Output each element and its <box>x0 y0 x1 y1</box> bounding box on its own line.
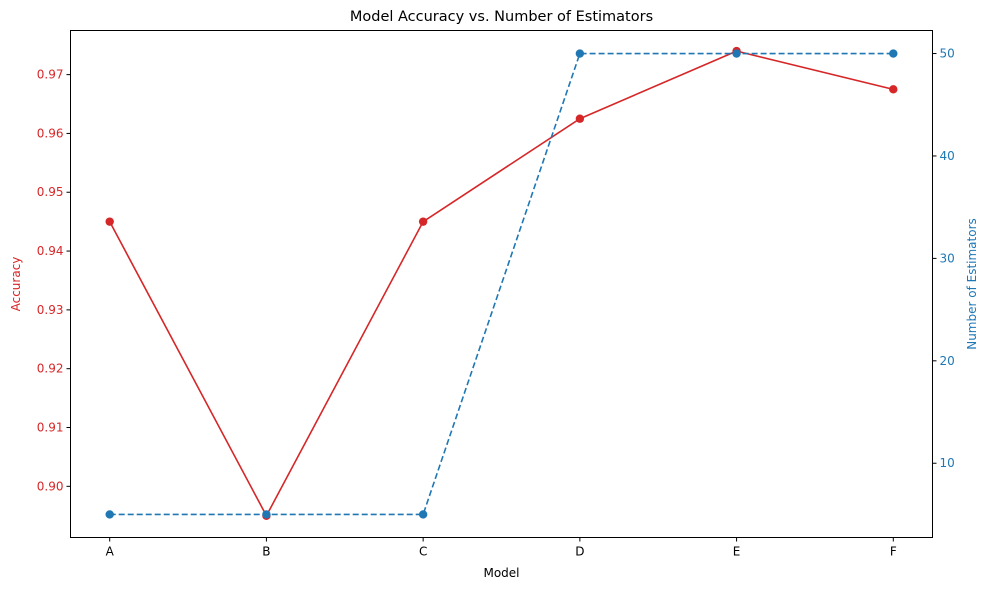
series-1-point <box>418 217 428 226</box>
y-axis-left-label: Accuracy <box>9 257 23 312</box>
series-line-2 <box>109 52 894 516</box>
chart-title: Model Accuracy vs. Number of Estimators <box>350 9 653 25</box>
series-2-point <box>889 49 898 58</box>
series-1-point <box>105 217 114 226</box>
x-tick-label: E <box>733 545 741 559</box>
y-right-tick-label: 50 <box>940 47 955 61</box>
plot-frame <box>70 30 933 538</box>
y-left-tick-label: 0.91 <box>37 421 64 435</box>
y-right-tick-label: 20 <box>940 354 955 368</box>
series-1-point <box>575 114 585 123</box>
y-left-tick-label: 0.93 <box>37 303 64 317</box>
x-axis-label: Model <box>483 566 519 580</box>
x-tick-label: D <box>575 545 584 559</box>
series-2-point <box>262 510 271 519</box>
y-left-tick-label: 0.97 <box>37 68 64 82</box>
plot-area <box>105 46 898 520</box>
series-line-1 <box>108 50 894 518</box>
series-1-point <box>889 85 898 94</box>
x-axis: A B C D E F <box>106 537 897 559</box>
y-right-tick-label: 10 <box>940 456 955 470</box>
series-2-point <box>105 510 114 519</box>
y-left-tick-label: 0.95 <box>37 185 64 199</box>
x-tick-label: F <box>890 545 897 559</box>
y-axis-right: 10 20 30 40 50 <box>932 47 955 470</box>
y-left-tick-label: 0.94 <box>37 244 64 258</box>
y-left-tick-label: 0.96 <box>37 126 64 140</box>
y-right-tick-label: 40 <box>940 149 955 163</box>
series-2-point <box>575 49 585 58</box>
series-2-point <box>732 49 741 58</box>
x-tick-label: B <box>262 545 270 559</box>
y-axis-right-label: Number of Estimators <box>965 218 979 350</box>
y-axis-left: 0.90 0.91 0.92 0.93 0.94 0.95 0.96 0.97 <box>37 68 71 493</box>
x-tick-label: C <box>419 545 427 559</box>
y-left-tick-label: 0.92 <box>37 362 64 376</box>
x-tick-label: A <box>106 545 115 559</box>
y-left-tick-label: 0.90 <box>37 479 64 493</box>
series-2-point <box>418 510 428 519</box>
y-right-tick-label: 30 <box>940 251 955 265</box>
